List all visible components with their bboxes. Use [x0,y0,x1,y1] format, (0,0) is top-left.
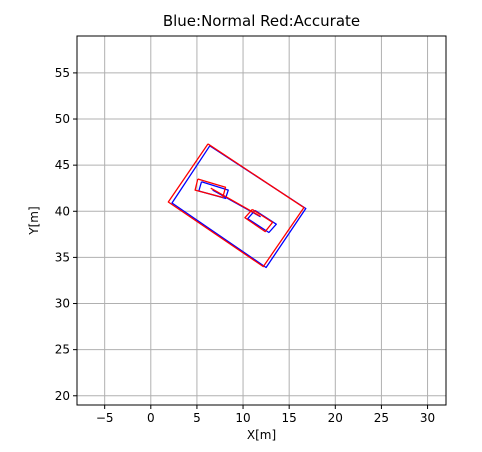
x-tick-label: 30 [420,411,435,425]
accurate-outline [167,143,305,268]
axis-ticks: −5 0 5 10 15 20 25 30 20 25 30 35 40 45 50 55 [55,66,435,425]
y-axis-label: Y[m] [27,206,41,235]
x-tick-label: 15 [282,411,297,425]
x-tick-label: 0 [147,411,155,425]
y-tick-label: 55 [55,66,70,80]
x-tick-label: 5 [193,411,201,425]
y-tick-label: 35 [55,250,70,264]
y-tick-label: 25 [55,343,70,357]
x-tick-label: 10 [235,411,250,425]
accurate-outline [210,187,261,217]
grid [77,36,446,405]
normal-outline [198,181,229,200]
y-tick-label: 50 [55,112,70,126]
axes-frame [76,35,447,406]
accurate-outline [194,178,227,199]
y-tick-label: 20 [55,389,70,403]
plot-lines [167,143,307,269]
y-tick-label: 45 [55,158,70,172]
x-axis-label: X[m] [247,428,276,442]
accurate-outline [244,208,274,233]
x-tick-label: −5 [96,411,114,425]
chart-title: Blue:Normal Red:Accurate [163,12,360,30]
x-tick-label: 20 [328,411,343,425]
y-tick-label: 30 [55,297,70,311]
x-tick-label: 25 [374,411,389,425]
y-tick-label: 40 [55,204,70,218]
